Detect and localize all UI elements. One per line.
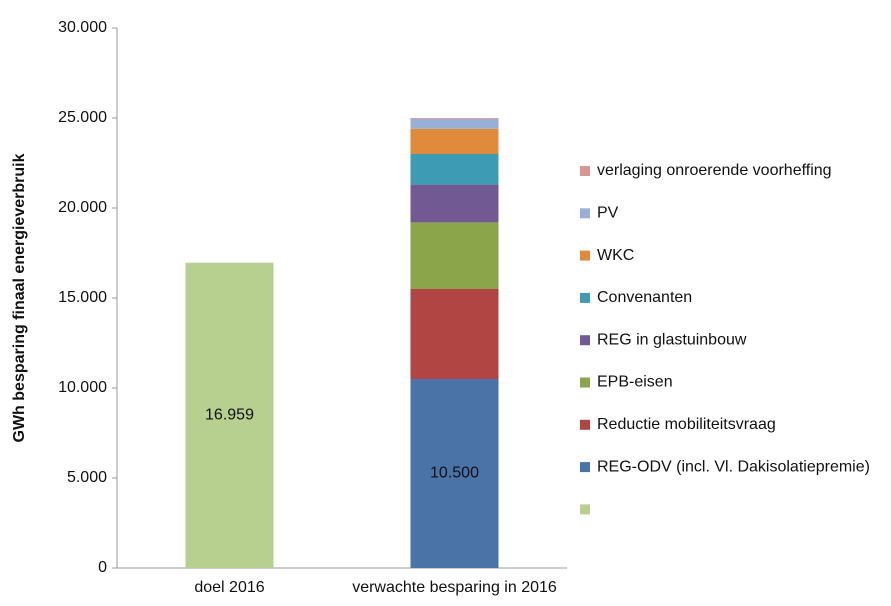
legend-label: WKC (597, 247, 634, 264)
y-tick-label: 0 (98, 559, 107, 576)
legend-swatch (580, 419, 590, 430)
legend-swatch (580, 250, 590, 261)
legend-label: Reductie mobiliteitsvraag (597, 416, 776, 433)
legend-swatch (580, 377, 590, 388)
bar-segment (410, 154, 499, 185)
legend-swatch (580, 166, 590, 176)
bar-segment (410, 184, 499, 223)
legend-swatch (580, 335, 590, 346)
legend-swatch (580, 462, 590, 473)
y-tick-label: 15.000 (58, 289, 107, 306)
legend-swatch (580, 504, 590, 515)
y-tick-label: 5.000 (67, 469, 107, 486)
legend-label: REG-ODV (incl. Vl. Dakisolatiepremie) (597, 458, 870, 475)
bar-segment (185, 262, 274, 568)
legend-swatch (580, 208, 590, 219)
y-axis-label: GWh besparing finaal energieverbruik (11, 153, 28, 442)
value-label: 10.500 (430, 465, 479, 482)
bar-segment (410, 222, 499, 289)
bar-segment (410, 118, 499, 129)
bar-segment (410, 128, 499, 154)
y-tick-label: 10.000 (58, 379, 107, 396)
legend-label: REG in glastuinbouw (597, 331, 747, 348)
legend-label: verlaging onroerende voorheffing (597, 162, 832, 179)
legend-swatch (580, 292, 590, 303)
legend-label: PV (597, 205, 619, 222)
x-tick-label: doel 2016 (194, 579, 264, 596)
value-label: 16.959 (205, 407, 254, 424)
x-tick-label: verwachte besparing in 2016 (352, 579, 557, 596)
y-tick-label: 20.000 (58, 199, 107, 216)
y-tick-label: 25.000 (58, 109, 107, 126)
legend-label: Convenanten (597, 289, 692, 306)
bar-segment (410, 379, 499, 568)
bar-segment (410, 289, 499, 379)
legend-label: EPB-eisen (597, 374, 673, 391)
bar-segment (410, 118, 499, 119)
y-tick-label: 30.000 (58, 19, 107, 36)
